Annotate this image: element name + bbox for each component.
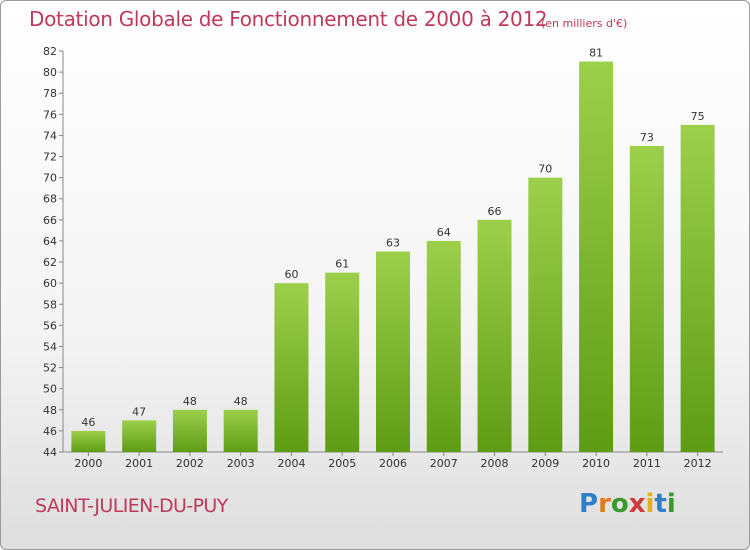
bar-value-label: 48 xyxy=(183,395,197,408)
bar-value-label: 75 xyxy=(691,110,705,123)
bar-2005 xyxy=(325,272,360,452)
bar-2012 xyxy=(680,124,715,453)
commune-name: SAINT-JULIEN-DU-PUY xyxy=(35,495,228,517)
bar-value-label: 63 xyxy=(386,237,400,250)
y-tick-label: 64 xyxy=(43,235,57,248)
logo-letter: x xyxy=(628,489,646,519)
logo-letter: i xyxy=(645,489,655,519)
y-tick-label: 60 xyxy=(43,277,57,290)
y-tick-label: 48 xyxy=(43,404,57,417)
x-tick-label: 2006 xyxy=(379,457,407,470)
bar-2003 xyxy=(223,409,258,452)
y-tick-label: 80 xyxy=(43,66,57,79)
y-tick-label: 62 xyxy=(43,256,57,269)
y-tick-label: 74 xyxy=(43,129,57,142)
bar-2007 xyxy=(426,240,461,452)
y-tick-label: 76 xyxy=(43,108,57,121)
bar-2000 xyxy=(71,430,106,452)
x-tick-label: 2009 xyxy=(531,457,559,470)
x-tick-label: 2011 xyxy=(633,457,661,470)
bar-value-label: 61 xyxy=(335,258,349,271)
bar-value-label: 60 xyxy=(284,268,298,281)
x-tick-label: 2002 xyxy=(176,457,204,470)
y-tick-label: 78 xyxy=(43,87,57,100)
y-tick-label: 50 xyxy=(43,383,57,396)
y-tick-label: 72 xyxy=(43,151,57,164)
bar-value-label: 64 xyxy=(437,226,451,239)
bar-value-label: 46 xyxy=(81,416,95,429)
bar-value-label: 47 xyxy=(132,405,146,418)
bar-value-label: 70 xyxy=(538,163,552,176)
bar-2008 xyxy=(477,219,512,452)
bar-2010 xyxy=(579,61,614,452)
y-tick-label: 66 xyxy=(43,214,57,227)
x-tick-label: 2005 xyxy=(328,457,356,470)
y-tick-label: 52 xyxy=(43,362,57,375)
logo-letter: o xyxy=(610,489,629,519)
x-tick-label: 2004 xyxy=(277,457,305,470)
x-tick-label: 2008 xyxy=(481,457,509,470)
bar-value-label: 81 xyxy=(589,47,603,60)
y-tick-label: 44 xyxy=(43,446,57,459)
x-tick-label: 2012 xyxy=(684,457,712,470)
y-tick-label: 56 xyxy=(43,319,57,332)
bar-value-label: 73 xyxy=(640,131,654,144)
x-tick-label: 2000 xyxy=(74,457,102,470)
y-tick-label: 68 xyxy=(43,193,57,206)
bar-2001 xyxy=(122,420,157,452)
y-tick-label: 82 xyxy=(43,45,57,58)
bar-2002 xyxy=(172,409,207,452)
y-tick-label: 46 xyxy=(43,425,57,438)
bar-value-label: 66 xyxy=(488,205,502,218)
proxiti-logo: Proxiti xyxy=(579,489,676,519)
bar-2011 xyxy=(629,145,664,452)
logo-letter: r xyxy=(598,489,611,519)
bar-2006 xyxy=(376,251,410,452)
chart-title: Dotation Globale de Fonctionnement de 20… xyxy=(29,7,548,31)
logo-letter: i xyxy=(666,489,676,519)
x-tick-label: 2010 xyxy=(582,457,610,470)
x-tick-label: 2003 xyxy=(227,457,255,470)
bar-2009 xyxy=(528,177,563,452)
chart-subtitle: (en milliers d'€) xyxy=(541,17,628,30)
logo-letter: t xyxy=(654,489,667,519)
logo-letter: P xyxy=(579,489,599,519)
x-tick-label: 2007 xyxy=(430,457,458,470)
y-tick-label: 58 xyxy=(43,298,57,311)
y-tick-label: 54 xyxy=(43,340,57,353)
bar-value-label: 48 xyxy=(234,395,248,408)
bar-2004 xyxy=(274,283,309,452)
x-tick-label: 2001 xyxy=(125,457,153,470)
y-tick-label: 70 xyxy=(43,172,57,185)
